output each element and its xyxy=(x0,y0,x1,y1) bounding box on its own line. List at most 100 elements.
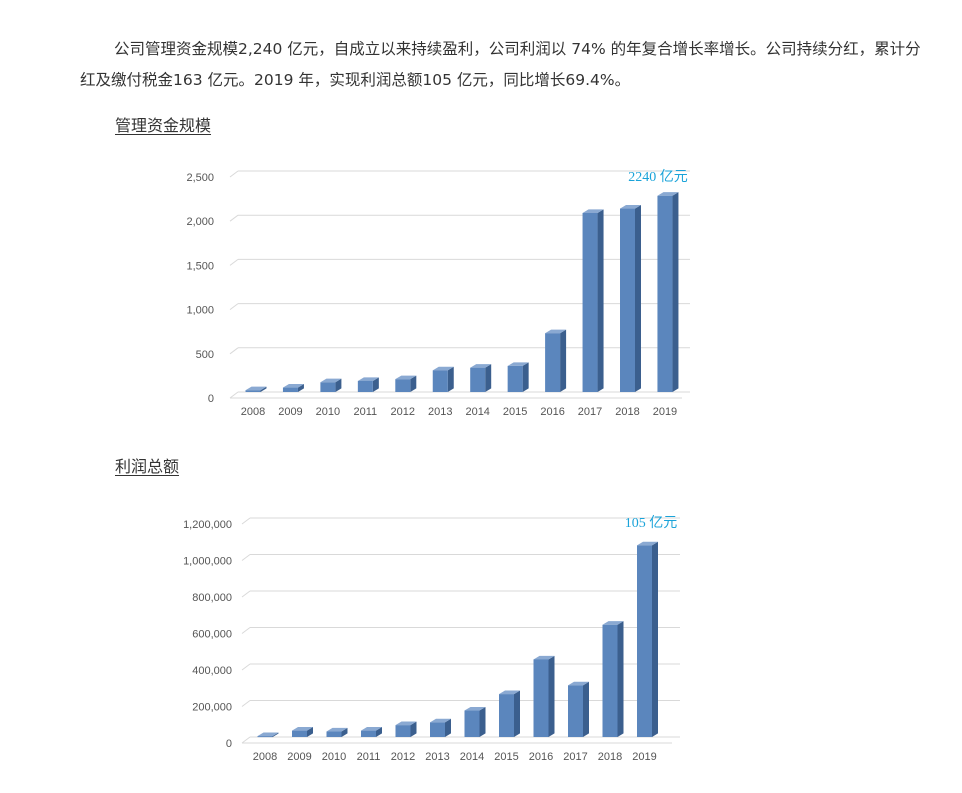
x-tick-label: 2018 xyxy=(615,406,639,418)
x-tick-label: 2017 xyxy=(578,406,602,418)
x-tick-label: 2018 xyxy=(598,751,622,763)
bar xyxy=(464,710,480,737)
bar-top xyxy=(326,727,348,732)
bar xyxy=(568,685,583,737)
x-tick-label: 2009 xyxy=(287,751,311,763)
x-tick-label: 2016 xyxy=(540,406,564,418)
bar xyxy=(326,731,342,737)
value-annotation: 105 亿元 xyxy=(625,515,678,531)
bar-side xyxy=(335,378,342,392)
x-tick-label: 2015 xyxy=(494,751,518,763)
gridline-edge xyxy=(241,700,251,707)
bar xyxy=(637,545,652,737)
bar-side xyxy=(297,383,304,392)
x-tick-label: 2015 xyxy=(503,406,527,418)
bar-top xyxy=(568,681,589,686)
bar-side xyxy=(635,204,641,392)
bar-side xyxy=(410,375,417,392)
bar-side xyxy=(307,727,313,737)
bar xyxy=(545,333,561,392)
bar-top xyxy=(499,690,520,695)
bar xyxy=(620,208,635,392)
bar xyxy=(582,212,598,392)
x-tick-label: 2011 xyxy=(357,751,381,763)
y-tick-label: 1,000,000 xyxy=(183,556,232,568)
gridline-edge xyxy=(229,258,239,266)
x-tick-label: 2009 xyxy=(278,406,302,418)
bar-top xyxy=(470,364,492,368)
bar-side xyxy=(260,386,267,392)
bar-top xyxy=(395,375,417,380)
bar-side xyxy=(447,366,454,392)
bar-top xyxy=(582,209,604,213)
y-tick-label: 2,000 xyxy=(186,216,214,228)
bar-side xyxy=(485,364,492,392)
bar xyxy=(292,730,307,737)
section-title-total-profit: 利润总额 xyxy=(115,457,180,476)
bar-top xyxy=(430,718,451,723)
bar-top xyxy=(292,727,313,731)
bar xyxy=(507,365,523,392)
bar-side xyxy=(341,727,348,737)
x-tick-label: 2012 xyxy=(391,751,415,763)
bar-top xyxy=(545,329,567,334)
gridline-edge xyxy=(241,554,251,561)
gridline-edge xyxy=(229,347,239,355)
gridline-edge xyxy=(241,517,251,525)
bar-top xyxy=(637,541,658,546)
y-tick-label: 1,500 xyxy=(186,260,214,272)
bar xyxy=(499,694,514,737)
bar xyxy=(282,387,298,392)
gridline-edge xyxy=(241,663,251,671)
bar xyxy=(432,370,448,392)
bar xyxy=(357,380,373,392)
bar-side xyxy=(479,706,486,737)
x-tick-label: 2013 xyxy=(428,406,452,418)
bar-side xyxy=(514,690,520,737)
bar-side xyxy=(652,541,658,737)
bar-side xyxy=(376,727,382,737)
x-tick-label: 2012 xyxy=(391,406,415,418)
y-tick-label: 0 xyxy=(208,393,214,405)
x-tick-label: 2019 xyxy=(653,406,677,418)
y-tick-label: 400,000 xyxy=(192,665,232,677)
x-tick-label: 2017 xyxy=(563,751,587,763)
x-tick-label: 2016 xyxy=(529,751,553,763)
gridline-edge xyxy=(229,214,239,222)
bar-top xyxy=(257,732,279,737)
bar-top xyxy=(602,621,624,625)
y-tick-label: 200,000 xyxy=(192,702,232,714)
bar-top xyxy=(395,721,417,726)
bar-top xyxy=(320,378,342,383)
bar-side xyxy=(597,209,604,392)
bar-side xyxy=(410,721,417,737)
bar xyxy=(602,624,618,737)
bar xyxy=(245,390,261,392)
x-tick-label: 2010 xyxy=(322,751,346,763)
bar xyxy=(320,382,336,392)
bar xyxy=(395,379,411,392)
bar-top xyxy=(432,366,454,371)
bar xyxy=(430,722,445,737)
x-tick-label: 2008 xyxy=(241,406,265,418)
x-tick-label: 2010 xyxy=(316,406,340,418)
bar-side xyxy=(372,377,379,392)
bar xyxy=(257,736,273,738)
gridline-edge xyxy=(229,170,239,178)
bar-top xyxy=(533,655,555,660)
y-tick-label: 800,000 xyxy=(192,592,232,604)
gridline-edge xyxy=(229,303,239,311)
x-tick-label: 2011 xyxy=(354,406,378,418)
bar-top xyxy=(361,727,382,731)
intro-paragraph: 公司管理资金规模2,240 亿元，自成立以来持续盈利，公司利润以 74% 的年复… xyxy=(80,40,921,89)
bar xyxy=(361,730,376,737)
bar-top xyxy=(464,706,486,711)
y-tick-label: 1,000 xyxy=(186,305,214,317)
bar-top xyxy=(245,386,267,391)
bar-side xyxy=(272,732,279,738)
bar xyxy=(395,725,411,737)
bar-side xyxy=(560,329,567,392)
bar-side xyxy=(445,718,451,737)
gridline-edge xyxy=(241,627,251,634)
